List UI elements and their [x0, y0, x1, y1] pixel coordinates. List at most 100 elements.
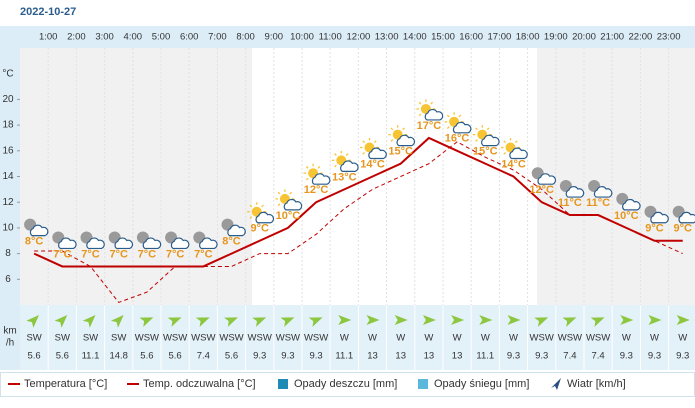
wind-arrow [308, 317, 323, 327]
temperature-label: 7°C [194, 248, 213, 260]
sun-ray [390, 139, 394, 142]
weather-icon [672, 205, 695, 224]
wind-arrow [252, 317, 267, 327]
temperature-label: 7°C [81, 248, 100, 260]
y-unit: °C [2, 68, 13, 79]
wind-speed: 9.3 [253, 351, 266, 362]
wind-arrow [195, 317, 210, 327]
temperature-label: 14°C [501, 158, 526, 170]
cloud [452, 121, 472, 134]
hour-label: 21:00 [600, 32, 624, 43]
wind-direction: W [509, 333, 518, 344]
hour-label: 17:00 [488, 32, 512, 43]
hour-label: 1:00 [39, 32, 58, 43]
temperature-label: 9°C [673, 223, 692, 235]
wind-speed: 5.6 [168, 351, 181, 362]
wind-arrow [479, 315, 493, 325]
cloud [199, 237, 218, 250]
temperature-label: 13°C [332, 171, 357, 183]
wind-direction: WSW [304, 333, 328, 344]
wind-direction: WSW [135, 333, 159, 344]
cloud [58, 237, 77, 250]
weather-icon [388, 125, 416, 147]
weather-icon [193, 231, 218, 250]
wind-arrow [676, 315, 690, 325]
temperature-label: 15°C [388, 146, 413, 158]
cloud [227, 224, 246, 237]
hour-label: 10:00 [290, 32, 314, 43]
wind-speed: 5.6 [56, 351, 69, 362]
hour-label: 13:00 [375, 32, 399, 43]
temperature-label: 15°C [473, 146, 498, 158]
wind-speed: 11.1 [335, 351, 353, 362]
temperature-label: 7°C [109, 248, 128, 260]
cloud [283, 198, 303, 211]
wind-arrow [110, 315, 124, 328]
wind-arrow [54, 315, 68, 328]
cloud [678, 211, 695, 224]
sun-ray [305, 166, 309, 169]
temperature-label: 10°C [614, 210, 639, 222]
wind-speed: 13 [452, 351, 463, 362]
y-tick-label: 16 [2, 145, 14, 156]
wind-speed: 5.6 [225, 351, 238, 362]
wind-direction: W [340, 333, 349, 344]
sun-ray [305, 177, 309, 181]
temperature-label: 8°C [222, 236, 241, 248]
temperature-label: 11°C [558, 197, 582, 209]
left-column [0, 26, 20, 370]
cloud [255, 211, 275, 224]
sun-ray [249, 216, 253, 219]
wind-speed: 11.1 [82, 351, 100, 362]
sun-ray [373, 140, 377, 144]
hour-label: 15:00 [431, 32, 455, 43]
wind-arrow [590, 317, 605, 327]
y-tick-label: 10 [2, 223, 14, 234]
sun-ray [289, 191, 293, 195]
hour-label: 7:00 [208, 32, 227, 43]
sun-ray [475, 127, 478, 131]
sun-ray [418, 113, 422, 117]
hour-label: 22:00 [629, 32, 653, 43]
wind-speed: 13 [424, 351, 435, 362]
wind-unit: /h [6, 338, 14, 349]
weather-icon [221, 218, 246, 237]
wind-arrow [139, 317, 154, 327]
hour-label: 16:00 [459, 32, 483, 43]
temperature-label: 10°C [276, 210, 301, 222]
sun-ray [418, 101, 422, 105]
wind-direction: WSW [219, 333, 243, 344]
wind-direction: SW [55, 333, 70, 344]
wind-unit: km [3, 326, 16, 337]
y-tick-label: 14 [2, 171, 14, 182]
sun-ray [503, 140, 507, 144]
weather-icon [24, 218, 49, 237]
temperature-label: 12°C [304, 184, 329, 196]
sun-ray [446, 126, 450, 129]
wind-speed: 9.3 [507, 351, 520, 362]
weather-icon [52, 231, 77, 250]
date: 2022-10-27 [20, 6, 76, 18]
wind-direction: WSW [191, 333, 215, 344]
wind-arrow [366, 315, 380, 325]
hour-label: 9:00 [265, 32, 284, 43]
wind-speed: 7.4 [563, 351, 576, 362]
cloud [170, 237, 190, 250]
wind-speed: 9.3 [620, 351, 633, 362]
legend-swatch [418, 379, 428, 389]
legend-swatch [551, 378, 561, 390]
legend-swatch [278, 379, 288, 389]
wind-arrow [338, 315, 352, 325]
wind-arrow [648, 315, 662, 325]
sun-ray [514, 140, 518, 144]
cloud [86, 237, 105, 250]
wind-direction: WSW [530, 333, 554, 344]
legend-label: Opady deszczu [mm] [294, 378, 397, 390]
wind-arrow [562, 317, 577, 327]
wind-direction: WSW [558, 333, 582, 344]
cloud [424, 108, 444, 121]
cloud [29, 224, 49, 237]
wind-direction: W [396, 333, 405, 344]
y-tick-label: 8 [5, 248, 11, 259]
hour-label: 2:00 [67, 32, 86, 43]
